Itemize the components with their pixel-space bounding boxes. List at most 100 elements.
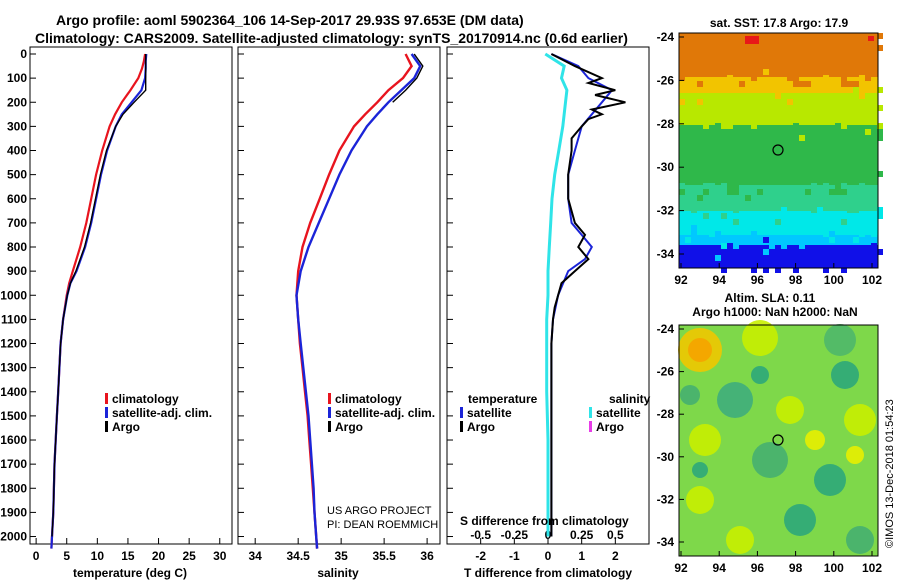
y-tick-label: 1600 <box>0 433 27 447</box>
sst-cell <box>733 195 739 201</box>
x-tick-label: -1 <box>509 549 520 563</box>
x-tick-label: 1 <box>578 549 585 563</box>
sst-cell <box>691 231 697 237</box>
sst-cell <box>775 219 781 225</box>
x-tick-label: 15 <box>121 549 135 563</box>
sst-cell <box>805 63 811 69</box>
x-tick-label: 30 <box>213 549 227 563</box>
sst-cell <box>715 141 721 147</box>
temperature-panel <box>29 46 233 545</box>
sst-cell <box>877 87 883 93</box>
sst-cell <box>835 255 841 261</box>
sla-blob <box>846 526 874 554</box>
sst-cell <box>721 99 727 105</box>
sst-cell <box>835 225 841 231</box>
sst-cell <box>841 81 847 87</box>
sst-cell <box>793 237 799 243</box>
sst-cell <box>721 213 727 219</box>
sst-cell <box>775 141 781 147</box>
map-y-tick-label: -32 <box>657 492 675 506</box>
sst-cell <box>763 177 769 183</box>
sst-cell <box>739 45 745 51</box>
sst-cell <box>727 189 733 195</box>
sst-cell <box>829 141 835 147</box>
map-x-tick-label: 102 <box>862 273 882 287</box>
sst-cell <box>679 177 685 183</box>
map-x-tick-label: 98 <box>789 273 803 287</box>
sst-cell <box>769 117 775 123</box>
sst-cell <box>787 249 793 255</box>
sst-cell <box>805 213 811 219</box>
sst-cell <box>805 141 811 147</box>
legend-label-argo: Argo <box>335 420 363 434</box>
sst-cell <box>715 195 721 201</box>
sst-cell <box>877 33 883 39</box>
y-tick-label: 1000 <box>0 288 27 302</box>
sst-cell <box>775 261 781 267</box>
sst-cell <box>853 117 859 123</box>
sla-blob <box>742 320 778 356</box>
x-tick-label: 34.5 <box>286 549 310 563</box>
map-y-tick-label: -30 <box>657 160 675 174</box>
sst-cell <box>703 171 709 177</box>
map-y-tick-label: -32 <box>657 204 675 218</box>
sst-cell <box>871 147 877 153</box>
sst-cell <box>799 249 805 255</box>
sst-cell <box>835 81 841 87</box>
sst-cell <box>859 45 865 51</box>
sla-blob <box>717 382 753 418</box>
sst-cell <box>799 153 805 159</box>
sst-cell <box>835 57 841 63</box>
sst-cell <box>745 129 751 135</box>
sst-cell <box>793 165 799 171</box>
sst-cell <box>685 195 691 201</box>
sla-blob <box>692 462 708 478</box>
sst-cell <box>721 201 727 207</box>
sst-cell <box>775 267 781 273</box>
sst-cell <box>841 141 847 147</box>
sst-cell <box>793 123 799 129</box>
s-difference-label: S difference from climatology <box>460 514 629 528</box>
sst-cell <box>859 195 865 201</box>
map-x-tick-label: 96 <box>751 561 765 575</box>
sst-cell <box>877 129 883 135</box>
sst-cell <box>751 255 757 261</box>
legend-label-climatology: climatology <box>335 392 402 406</box>
sst-cell <box>697 177 703 183</box>
legend-swatch-s-argo <box>589 421 592 432</box>
sst-cell <box>733 111 739 117</box>
sla-blob <box>844 404 876 436</box>
argo-position-marker-sst <box>772 144 784 156</box>
y-tick-label: 2000 <box>0 530 27 544</box>
y-tick-label: 0 <box>20 47 27 61</box>
sst-cell <box>805 237 811 243</box>
sst-cell <box>793 189 799 195</box>
sst-cell <box>691 225 697 231</box>
sst-cell <box>847 213 853 219</box>
map-x-tick-label: 102 <box>862 561 882 575</box>
sst-cell <box>775 111 781 117</box>
sst-cell <box>751 219 757 225</box>
sst-cell <box>877 207 883 213</box>
sst-cell <box>757 189 763 195</box>
sst-cell <box>829 237 835 243</box>
sst-cell <box>805 87 811 93</box>
sst-cell <box>823 135 829 141</box>
sst-cell <box>829 219 835 225</box>
sst-cell <box>727 75 733 81</box>
map-y-tick-label: -34 <box>657 535 675 549</box>
map-x-tick-label: 96 <box>751 273 765 287</box>
sst-cell <box>781 81 787 87</box>
legend-swatch-climatology <box>328 393 331 404</box>
sst-cell <box>805 135 811 141</box>
sst-cell <box>703 123 709 129</box>
sst-cell <box>793 141 799 147</box>
sst-cell <box>691 153 697 159</box>
series-line-t-argo <box>550 53 626 537</box>
sst-cell <box>691 45 697 51</box>
sst-cell <box>763 117 769 123</box>
salinity-legend: climatology satellite-adj. clim. Argo <box>328 392 435 434</box>
sst-cell <box>835 165 841 171</box>
y-tick-label: 1900 <box>0 505 27 519</box>
sst-cell <box>847 207 853 213</box>
